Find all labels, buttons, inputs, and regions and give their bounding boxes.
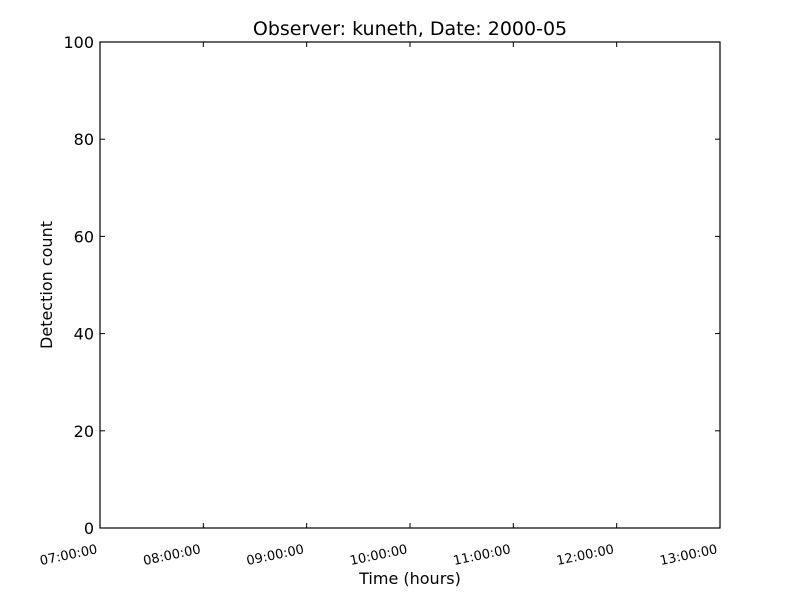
x-tick-label: 11:00:00 (452, 542, 512, 569)
y-tick-label: 80 (74, 130, 94, 149)
y-axis-label: Detection count (37, 221, 56, 349)
x-tick-label: 07:00:00 (39, 542, 99, 569)
plot-area (99, 41, 721, 529)
y-axis: 0 20 40 60 80 100 (63, 33, 720, 538)
x-tick-label: 09:00:00 (245, 542, 305, 569)
chart-title: Observer: kuneth, Date: 2000-05 (253, 18, 567, 40)
y-tick-label: 100 (63, 33, 94, 52)
x-tick-label: 08:00:00 (142, 542, 202, 569)
x-tick-label: 13:00:00 (659, 542, 719, 569)
x-tick-label: 10:00:00 (349, 542, 409, 569)
y-tick-label: 60 (74, 227, 94, 246)
y-tick-label: 0 (84, 519, 94, 538)
y-tick-label: 40 (74, 325, 94, 344)
x-tick-label: 12:00:00 (555, 542, 615, 569)
x-axis-label: Time (hours) (358, 569, 461, 588)
y-tick-label: 20 (74, 422, 94, 441)
